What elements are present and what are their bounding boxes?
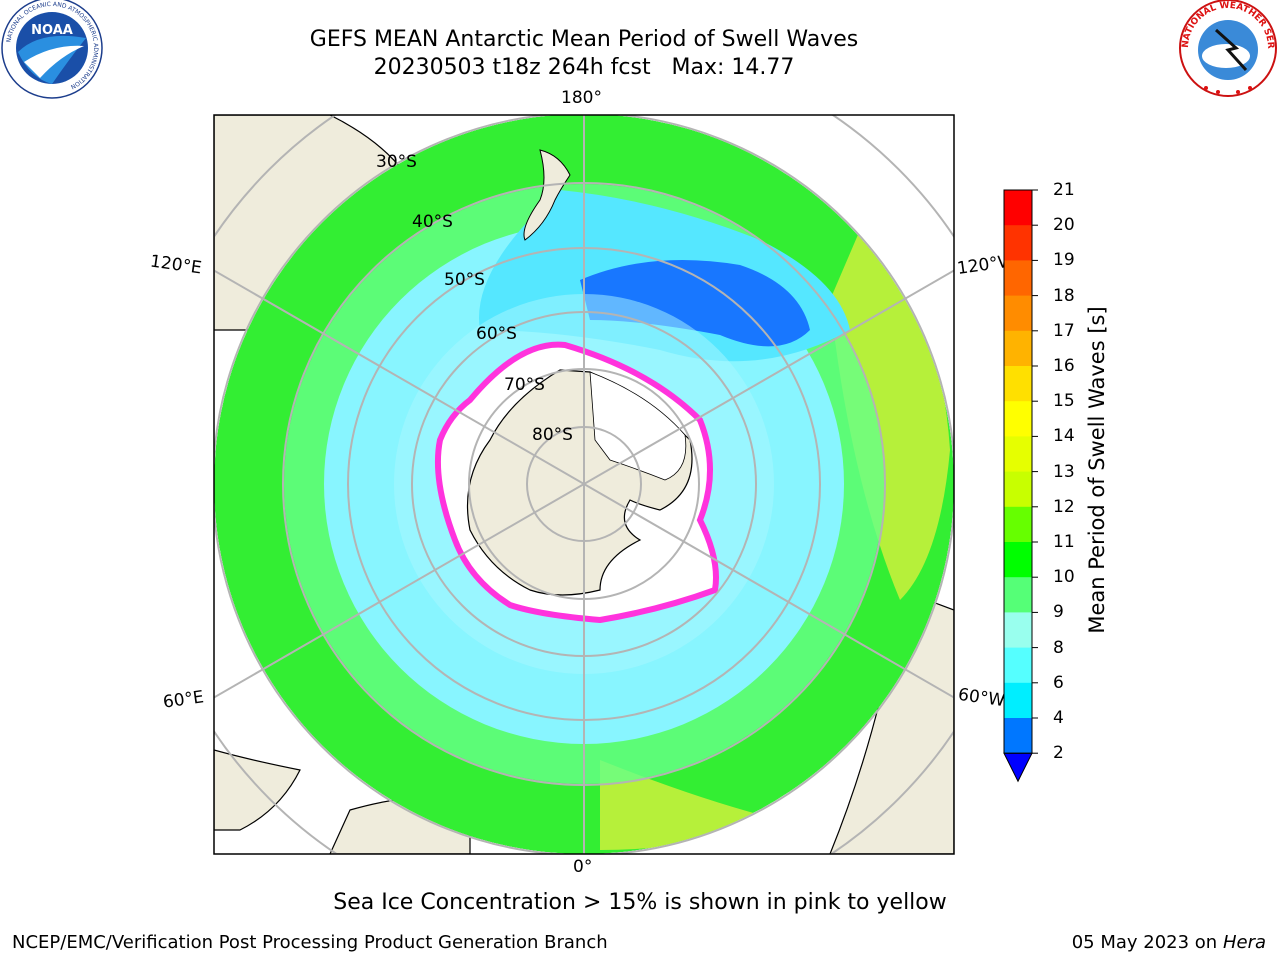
noaa-wordmark: NOAA	[31, 23, 73, 38]
colorbar-tick-label: 16	[1053, 356, 1075, 376]
lon-label-0: 0°	[573, 857, 593, 877]
colorbar-tick-label: 13	[1053, 461, 1075, 482]
lat-label-80s: 80°S	[532, 425, 573, 445]
colorbar-tick-label: 14	[1053, 426, 1075, 447]
lat-label-70s: 70°S	[504, 375, 545, 395]
map-frame	[213, 114, 955, 855]
lon-label-180: 180°	[561, 88, 602, 108]
host-text: Hera	[1222, 932, 1266, 953]
colorbar	[1003, 189, 1038, 783]
colorbar-segment	[1004, 612, 1032, 649]
nws-logo: NATIONAL WEATHER SERVICE	[1176, 0, 1277, 97]
colorbar-tick-label: 4	[1053, 708, 1064, 728]
lat-label-40s: 40°S	[412, 212, 453, 232]
noaa-logo: NATIONAL OCEANIC AND ATMOSPHERIC ADMINIS…	[1, 0, 103, 99]
colorbar-tick-label: 9	[1053, 602, 1064, 623]
colorbar-segment	[1004, 542, 1032, 578]
colorbar-tick-label: 12	[1053, 496, 1075, 517]
colorbar-segment	[1004, 682, 1032, 719]
colorbar-segment	[1004, 718, 1032, 754]
colorbar-segment	[1004, 330, 1032, 367]
colorbar-tick-label: 15	[1053, 391, 1075, 412]
colorbar-segment	[1004, 190, 1032, 226]
colorbar-segment	[1004, 401, 1032, 437]
lat-label-60s: 60°S	[476, 324, 517, 344]
lat-label-50s: 50°S	[444, 270, 485, 290]
chart-subtitle: 20230503 t18z 264h fcst Max: 14.77	[373, 55, 795, 80]
colorbar-tick-label: 21	[1053, 180, 1075, 200]
credit-text: NCEP/EMC/Verification Post Processing Pr…	[12, 932, 608, 953]
antarctic-ice-shelf	[589, 371, 687, 481]
nws-stars-icon	[1204, 86, 1252, 94]
sea-ice-note: Sea Ice Concentration > 15% is shown in …	[333, 890, 947, 915]
colorbar-tick-label: 19	[1053, 250, 1075, 271]
date-text: 05 May 2023 on	[1071, 932, 1218, 953]
chart-title: GEFS MEAN Antarctic Mean Period of Swell…	[309, 27, 859, 52]
colorbar-tick-label: 10	[1053, 567, 1075, 588]
colorbar-segment	[1004, 260, 1032, 297]
colorbar-tick-label: 18	[1053, 285, 1075, 306]
colorbar-segment	[1004, 295, 1032, 332]
new-zealand-land	[523, 149, 571, 241]
colorbar-segment	[1004, 225, 1032, 261]
colorbar-tick-label: 8	[1053, 637, 1064, 658]
colorbar-tick-label: 6	[1053, 672, 1064, 693]
colorbar-tick-label: 2	[1053, 743, 1064, 764]
colorbar-tick-label: 17	[1053, 320, 1075, 341]
colorbar-extend-triangle	[1003, 752, 1033, 783]
colorbar-segment	[1004, 436, 1032, 473]
lat-label-30s: 30°S	[376, 152, 417, 172]
graticule	[214, 115, 954, 854]
colorbar-segment	[1004, 506, 1032, 543]
short-period-patch	[580, 260, 810, 347]
colorbar-tick-label: 20	[1053, 215, 1075, 236]
colorbar-tick-label: 11	[1053, 532, 1075, 552]
colorbar-segment	[1004, 647, 1032, 684]
colorbar-segment	[1004, 366, 1032, 402]
colorbar-label: Mean Period of Swell Waves [s]	[1085, 306, 1109, 634]
colorbar-segment	[1004, 577, 1032, 613]
colorbar-segment	[1004, 471, 1032, 508]
date-stamp: 05 May 2023 on Hera	[1072, 932, 1266, 953]
